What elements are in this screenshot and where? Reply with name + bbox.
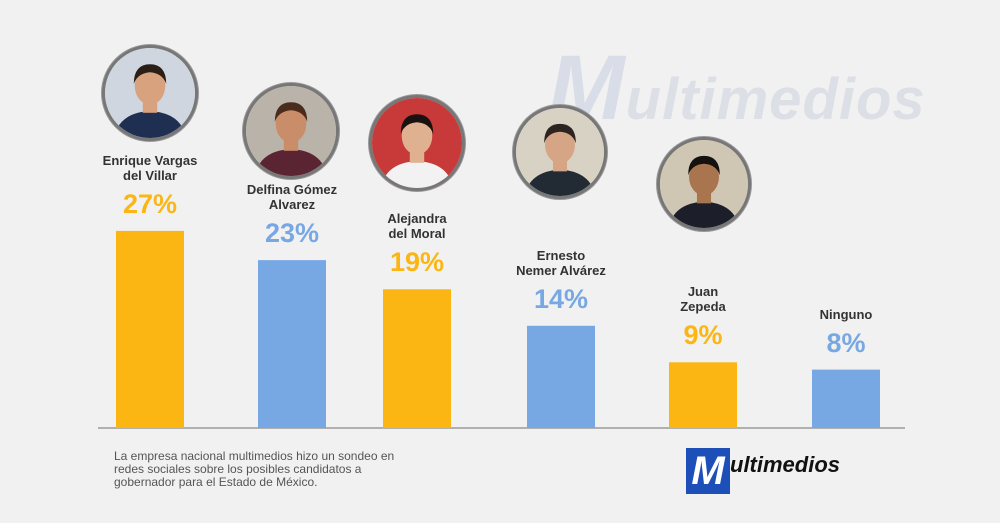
bar-2 [258,260,326,428]
bar-6 [812,369,880,428]
bar-5 [669,362,737,428]
bar-3 [383,289,451,428]
data-label-6: 8% [826,327,866,358]
logo-text: ultimedios [730,452,841,477]
avatar-enrique-icon [105,48,195,138]
category-label-1: Enrique Vargas del Villar [102,152,198,183]
caption-text: La empresa nacional multimedios hizo un … [114,449,395,489]
category-label-3: Alejandra del Moral [387,211,447,242]
category-label-2: Delfina Gómez Alvarez [246,182,338,213]
data-label-5: 9% [683,320,723,351]
logo-m-mark: M [686,448,730,494]
avatar-juan-icon [660,140,748,228]
avatar-ernesto-icon [516,108,604,196]
data-label-3: 19% [389,247,445,278]
bar-1 [116,230,184,428]
watermark-logo: Multimedios [548,42,926,134]
bar-4 [527,325,595,428]
avatar-delfina-icon [246,86,336,176]
category-label-4: Ernesto Nemer Alvárez [516,247,606,278]
avatar-alejandra-icon [372,98,462,188]
watermark-text: ultimedios [625,67,926,132]
data-label-4: 14% [533,283,589,314]
data-label-1: 27% [122,188,178,219]
category-label-6: Ninguno [819,306,873,322]
category-label-5: Juan Zepeda [680,284,726,315]
data-label-2: 23% [264,218,320,249]
